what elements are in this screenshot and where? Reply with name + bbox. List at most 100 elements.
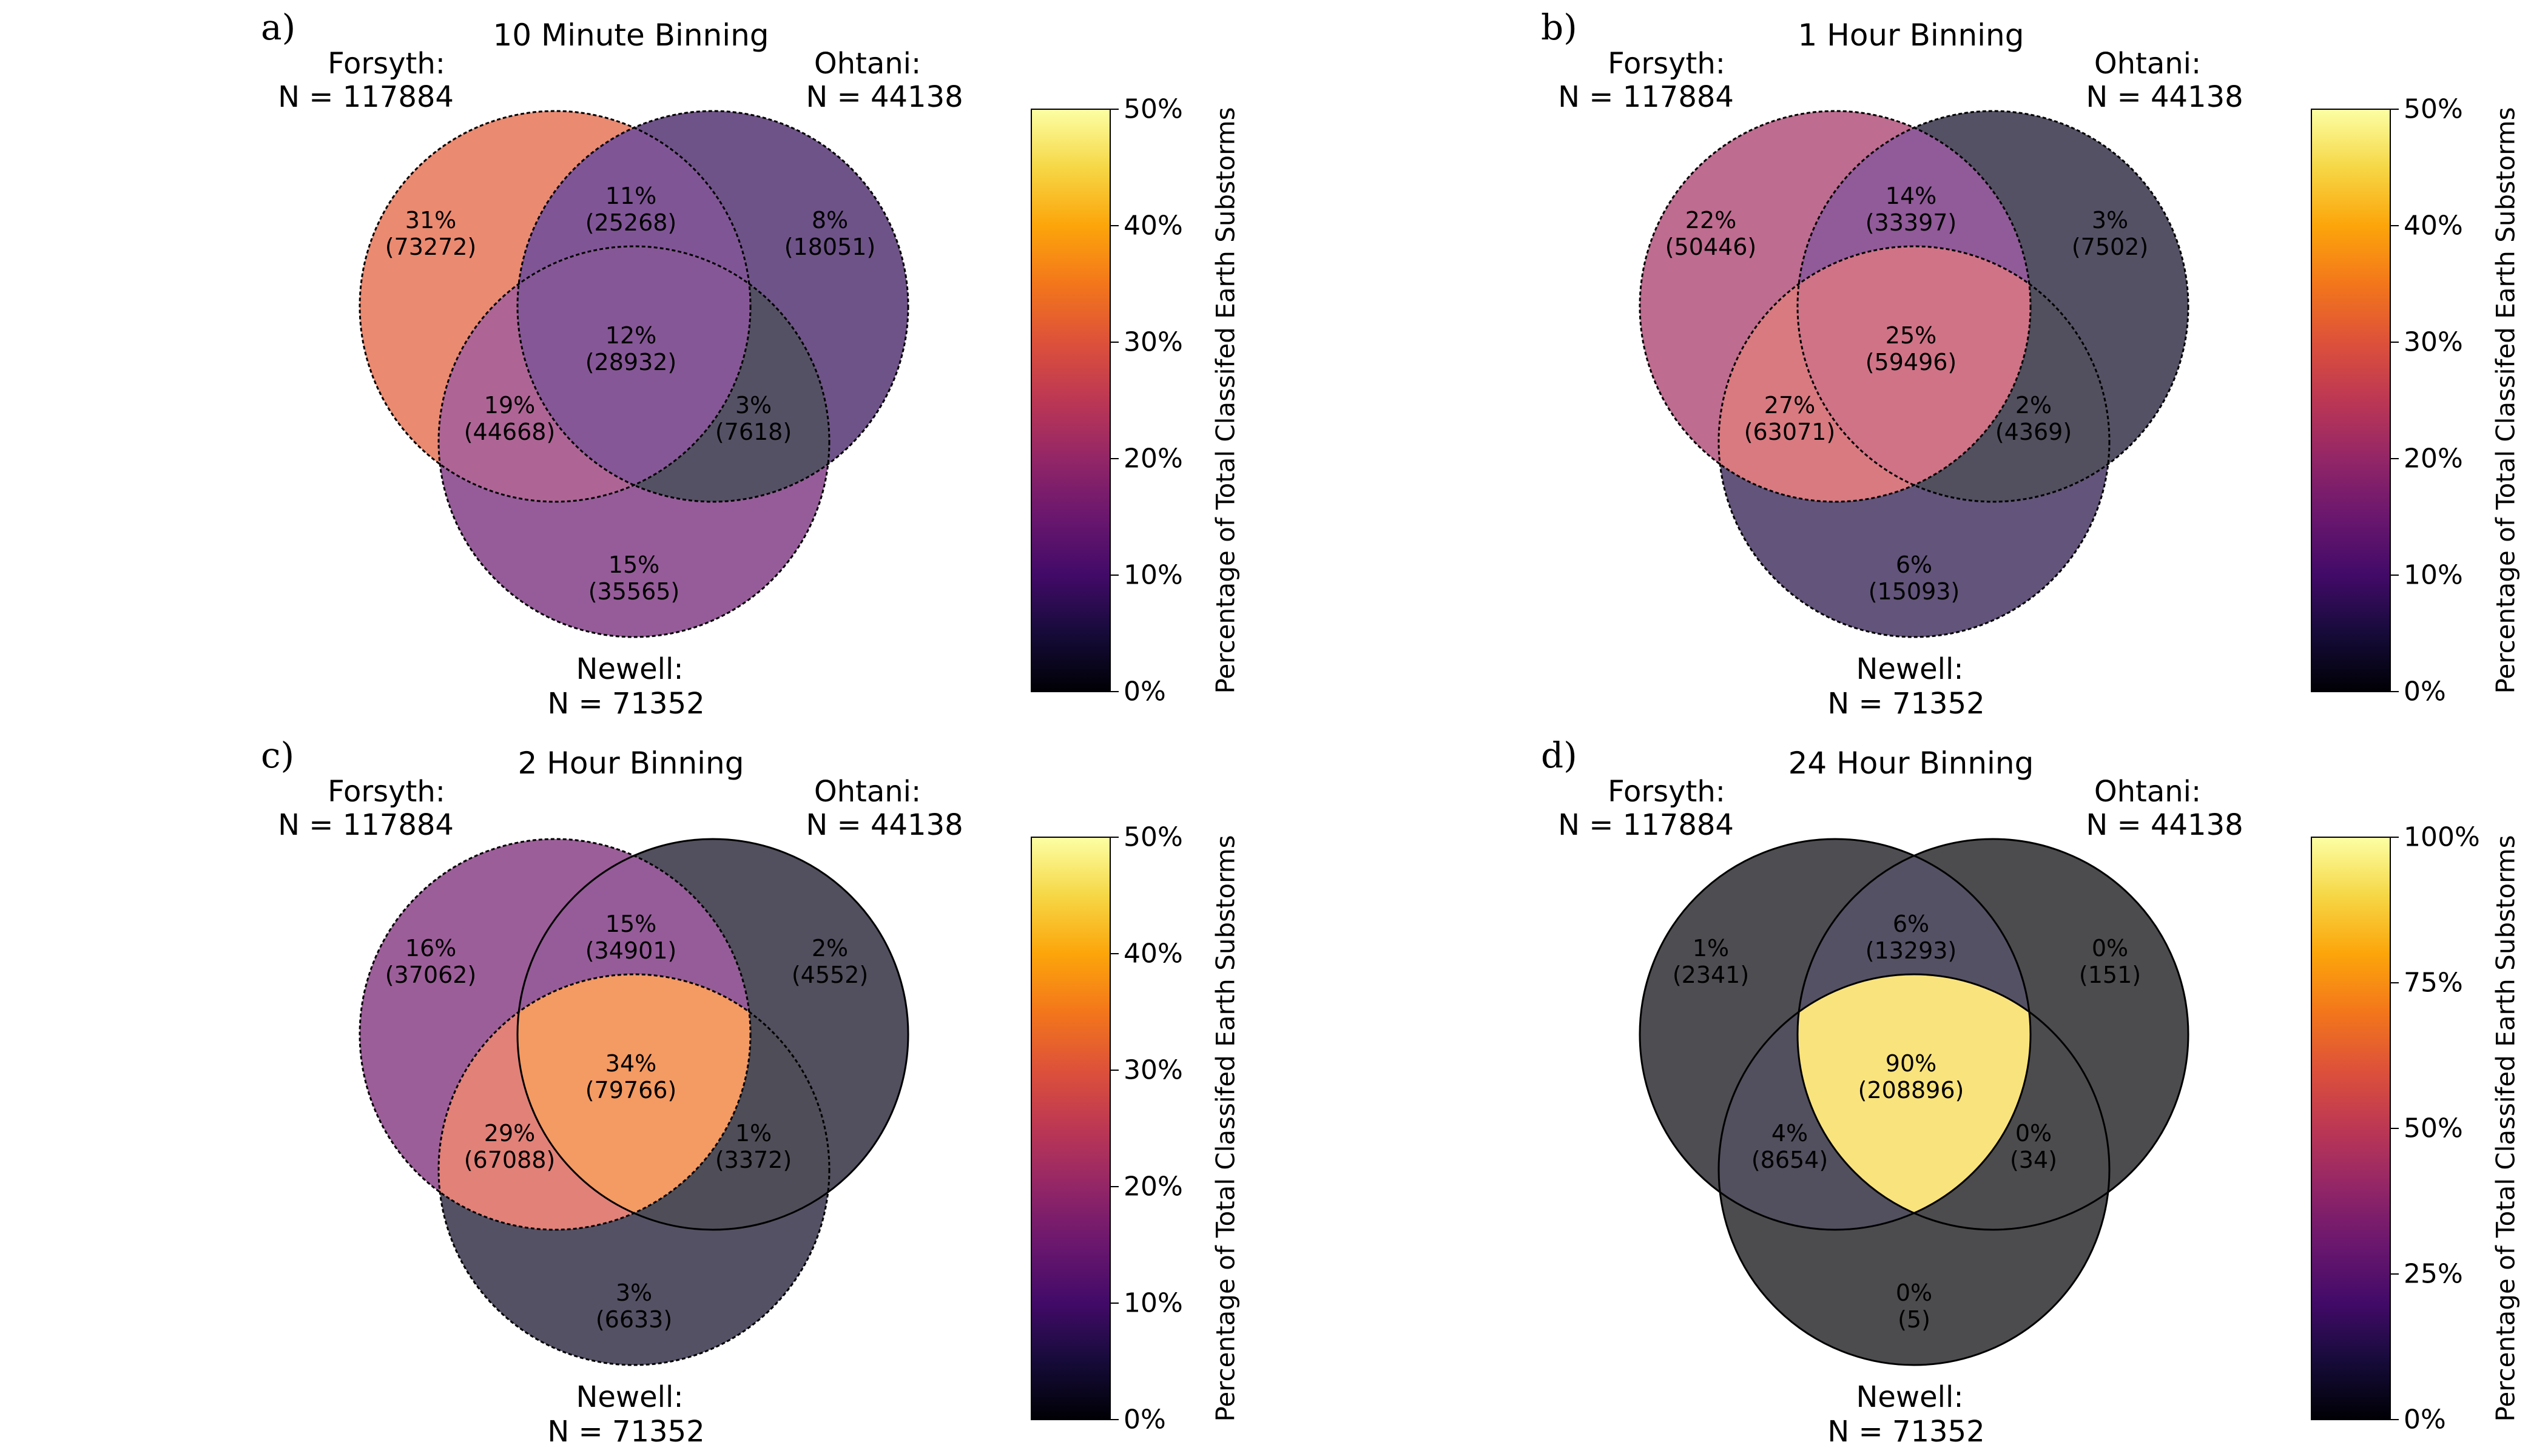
circle-outline-O [516,838,909,1231]
circle-outline-F [359,110,752,503]
set-n-newell: N = 71352 [1827,1415,1984,1449]
region-pct-all-three: 12% [605,322,656,349]
region-pct-forsyth-ohtani: 6% [1893,911,1929,937]
set-n-ohtani: N = 44138 [806,80,963,114]
colorbar-tick-label: 40% [1124,939,1183,969]
set-n-newell: N = 71352 [1827,687,1984,721]
colorbar [2311,109,2391,692]
region-count-ohtani-newell: (7618) [715,419,792,445]
region-count-newell-only: (35565) [588,578,680,605]
set-label-newell: Newell: [1856,652,1963,686]
set-label-forsyth: Forsyth: [1608,775,1725,809]
region-count-ohtani-only: (151) [2079,962,2141,988]
colorbar-tick-label: 0% [2404,1404,2446,1435]
region-count-forsyth-only: (73272) [385,234,477,260]
set-label-forsyth: Forsyth: [1608,47,1725,81]
set-n-forsyth: N = 117884 [278,808,454,842]
region-count-ohtani-only: (18051) [784,234,876,260]
circle-outline-N [437,973,831,1366]
region-pct-forsyth-ohtani: 14% [1886,183,1936,209]
region-pct-newell-only: 15% [608,551,659,578]
circle-outline-F [1639,838,2032,1231]
region-count-ohtani-only: (4552) [792,962,868,988]
region-pct-ohtani-only: 2% [812,935,848,962]
colorbar [2311,837,2391,1420]
region-pct-forsyth-only: 31% [405,207,456,234]
region-pct-all-three: 34% [605,1050,656,1077]
circle-outline-N [1717,973,2111,1366]
colorbar-tick-label: 0% [1124,1404,1166,1435]
circle-outline-F [1639,110,2032,503]
circle-outline-O [1796,838,2189,1231]
panel-letter: d) [1541,735,1577,776]
set-n-newell: N = 71352 [547,687,704,721]
region-count-forsyth-newell: (44668) [464,419,556,445]
region-pct-all-three: 25% [1886,322,1936,349]
region-pct-ohtani-newell: 3% [735,392,772,419]
colorbar-label: Percentage of Total Classifed Earth Subs… [1211,835,1241,1422]
colorbar-tick-label: 20% [1124,1171,1183,1202]
region-count-ohtani-only: (7502) [2072,234,2148,260]
set-label-forsyth: Forsyth: [328,775,445,809]
region-count-forsyth-ohtani: (33397) [1866,209,1957,236]
region-pct-forsyth-newell: 27% [1764,392,1815,419]
region-count-forsyth-ohtani: (25268) [585,209,677,236]
region-pct-forsyth-ohtani: 15% [605,911,656,937]
region-count-ohtani-newell: (34) [2010,1147,2057,1173]
set-label-newell: Newell: [1856,1380,1963,1414]
region-count-all-three: (208896) [1858,1077,1964,1104]
colorbar-tick-label: 30% [1124,1055,1183,1086]
region-pct-forsyth-newell: 4% [1771,1120,1808,1147]
region-count-ohtani-newell: (4369) [1995,419,2072,445]
region-pct-forsyth-ohtani: 11% [605,183,656,209]
panel-letter: b) [1541,7,1577,48]
set-n-ohtani: N = 44138 [2086,80,2243,114]
set-n-forsyth: N = 117884 [1558,80,1734,114]
set-label-ohtani: Ohtani: [2094,775,2201,809]
region-pct-forsyth-only: 1% [1693,935,1729,962]
colorbar-tick-label: 20% [1124,443,1183,474]
panel-title: 10 Minute Binning [493,18,769,53]
region-pct-ohtani-only: 3% [2092,207,2128,234]
circle-outline-O [516,110,909,503]
colorbar-tick-label: 0% [2404,676,2446,707]
region-pct-forsyth-newell: 19% [484,392,535,419]
region-pct-ohtani-only: 8% [812,207,848,234]
set-label-newell: Newell: [576,1380,683,1414]
region-count-forsyth-ohtani: (34901) [585,937,677,964]
circle-outline-F [359,838,752,1231]
colorbar-tick-label: 50% [2404,94,2463,125]
region-count-forsyth-newell: (67088) [464,1147,556,1173]
panel-title: 2 Hour Binning [518,746,744,781]
set-label-ohtani: Ohtani: [2094,47,2201,81]
colorbar-tick-label: 50% [1124,94,1183,125]
region-count-ohtani-newell: (3372) [715,1147,792,1173]
colorbar-tick-label: 50% [1124,822,1183,853]
region-count-forsyth-newell: (63071) [1744,419,1836,445]
panel-title: 1 Hour Binning [1798,18,2024,53]
colorbar-tick-label: 10% [1124,560,1183,591]
region-count-forsyth-only: (50446) [1665,234,1757,260]
panel-d: d) 24 Hour Binning Forsyth:N = 117884 Ohtan… [1541,735,2521,1449]
region-count-newell-only: (15093) [1869,578,1960,605]
set-n-ohtani: N = 44138 [806,808,963,842]
set-label-newell: Newell: [576,652,683,686]
circle-outline-N [437,245,831,638]
colorbar-tick-label: 30% [1124,327,1183,358]
colorbar-tick-label: 10% [2404,560,2463,591]
colorbar-tick-label: 75% [2404,968,2463,999]
circle-outline-N [1717,245,2111,638]
region-pct-forsyth-newell: 29% [484,1120,535,1147]
colorbar [1031,109,1111,692]
colorbar-tick-label: 40% [2404,211,2463,241]
region-pct-ohtani-newell: 0% [2015,1120,2052,1147]
set-n-newell: N = 71352 [547,1415,704,1449]
set-n-forsyth: N = 117884 [1558,808,1734,842]
region-pct-forsyth-only: 16% [405,935,456,962]
colorbar-label: Percentage of Total Classifed Earth Subs… [2491,835,2521,1422]
region-count-forsyth-only: (2341) [1673,962,1749,988]
region-count-all-three: (79766) [585,1077,677,1104]
region-pct-ohtani-newell: 2% [2015,392,2052,419]
set-label-ohtani: Ohtani: [814,775,921,809]
set-label-forsyth: Forsyth: [328,47,445,81]
